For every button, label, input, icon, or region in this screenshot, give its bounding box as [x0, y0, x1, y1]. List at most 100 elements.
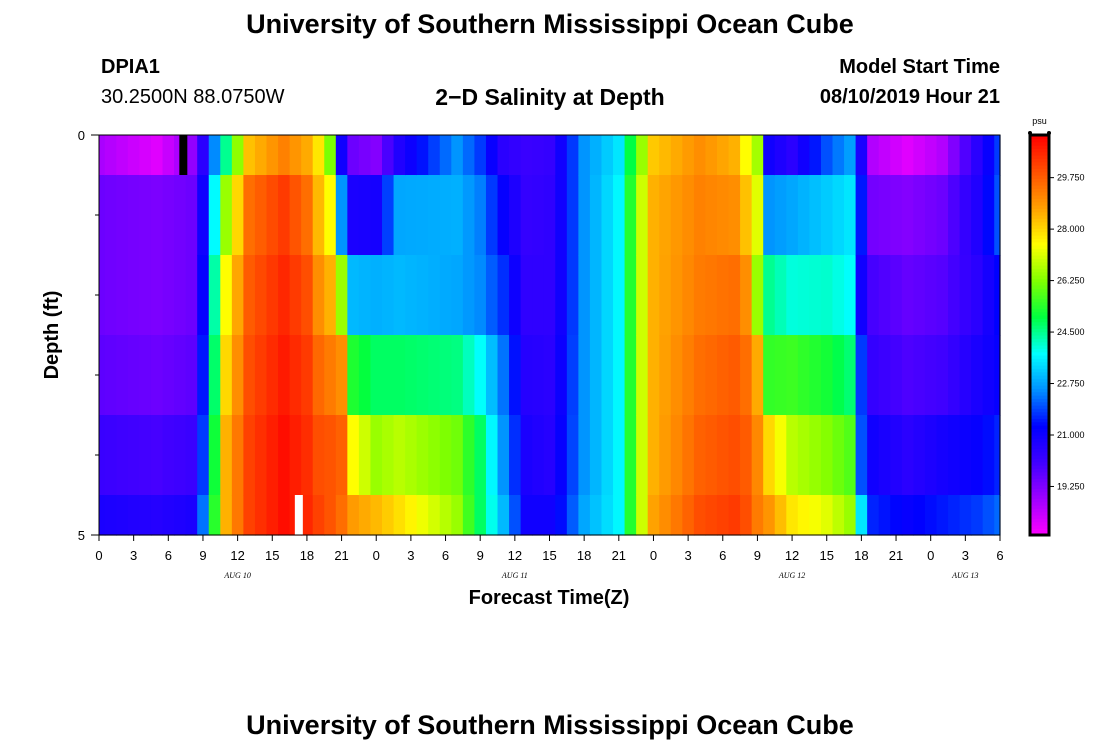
x-date-label: AUG 12: [778, 571, 805, 580]
heatmap-cell: [99, 175, 106, 256]
heatmap-cell: [520, 495, 533, 536]
heatmap-cell: [578, 255, 591, 336]
heatmap-cell: [416, 255, 429, 336]
heatmap-cell: [278, 495, 291, 536]
heatmap-cell: [786, 255, 799, 336]
x-tick-label: 0: [373, 548, 380, 563]
heatmap-cell: [162, 135, 175, 176]
colorbar-tick-label: 28.000: [1057, 224, 1085, 234]
heatmap-cell: [589, 495, 603, 536]
heatmap-cell: [243, 175, 256, 256]
x-date-label: AUG 11: [501, 571, 528, 580]
heatmap-cell: [543, 415, 556, 496]
colorbar-segment: [1030, 438, 1049, 443]
heatmap-cell: [301, 135, 314, 176]
colorbar-segment: [1030, 515, 1049, 519]
heatmap-cell: [370, 415, 383, 496]
colorbar-tick-label: 26.250: [1057, 276, 1085, 286]
heatmap-cell: [208, 495, 221, 536]
heatmap-cell: [959, 135, 972, 176]
heatmap-cell: [358, 175, 372, 256]
heatmap-cell: [150, 495, 164, 536]
heatmap-cell: [589, 255, 603, 336]
colorbar-segment: [1030, 175, 1049, 179]
y-axis: 05: [78, 128, 99, 543]
x-axis-title: Forecast Time(Z): [469, 587, 630, 609]
heatmap-cell: [174, 495, 187, 536]
heatmap-cell: [520, 135, 533, 176]
heatmap-cell: [393, 135, 406, 176]
heatmap-cell: [393, 255, 406, 336]
heatmap-cell: [566, 335, 579, 416]
page-title: University of Southern Mississippi Ocean…: [246, 9, 854, 39]
heatmap-cell: [289, 175, 302, 256]
colorbar-segment: [1030, 501, 1049, 506]
heatmap-cell: [832, 255, 845, 336]
heatmap-cell: [924, 175, 938, 256]
heatmap-cell: [647, 415, 660, 496]
heatmap-cell: [185, 135, 198, 176]
heatmap-cell: [566, 415, 579, 496]
heatmap-cell: [324, 335, 337, 416]
heatmap-cell: [601, 175, 614, 256]
heatmap-cell: [867, 335, 880, 416]
heatmap-cell: [809, 135, 822, 176]
colorbar-segment: [1030, 495, 1049, 499]
heatmap-cell: [705, 175, 718, 256]
x-tick-label: 15: [542, 548, 556, 563]
colorbar-segment: [1030, 355, 1049, 359]
heatmap-cell: [820, 335, 834, 416]
heatmap-cell: [728, 255, 741, 336]
heatmap-cell: [867, 415, 880, 496]
colorbar-segment: [1030, 415, 1049, 419]
heatmap-cell: [890, 495, 903, 536]
heatmap-cell: [878, 135, 891, 176]
colorbar-segment: [1030, 441, 1049, 446]
heatmap-cell: [243, 415, 256, 496]
heatmap-cell: [278, 255, 291, 336]
heatmap-cell: [254, 255, 268, 336]
y-tick-label: 5: [78, 528, 85, 543]
colorbar-segment: [1030, 448, 1049, 453]
heatmap-cell: [347, 255, 360, 336]
heatmap-cell: [728, 135, 741, 176]
colorbar-segment: [1030, 285, 1049, 289]
heatmap-cell: [485, 415, 499, 496]
colorbar-segment: [1030, 378, 1049, 383]
x-tick-label: 12: [230, 548, 244, 563]
heatmap-cell: [682, 175, 695, 256]
heatmap-cell: [705, 495, 718, 536]
heatmap-cell: [301, 175, 314, 256]
heatmap-cell: [370, 335, 383, 416]
heatmap-cell: [382, 415, 395, 496]
heatmap-cell: [740, 415, 753, 496]
heatmap-cell: [878, 175, 891, 256]
heatmap-cell: [913, 335, 926, 416]
heatmap-cell: [509, 335, 522, 416]
heatmap-cell: [786, 175, 799, 256]
salinity-chart: 0 3 6 9 12 15 18 21 0 3 6 9 12 15 18 21 0 3 6 9 12 15 18 21 0 3 6 A…: [41, 116, 1085, 609]
heatmap-cell: [312, 135, 325, 176]
heatmap-cell: [566, 135, 579, 176]
heatmap-cell: [370, 175, 383, 256]
x-tick-label: 18: [300, 548, 314, 563]
colorbar-segment: [1030, 361, 1049, 366]
heatmap-cell: [220, 135, 233, 176]
heatmap-cell: [116, 335, 129, 416]
heatmap-cell: [647, 135, 660, 176]
heatmap-cell: [358, 255, 372, 336]
heatmap-cell: [462, 175, 476, 256]
heatmap-cell: [774, 335, 787, 416]
heatmap-cell: [982, 175, 995, 256]
heatmap-cell: [959, 495, 972, 536]
heatmap-cell: [971, 335, 984, 416]
heatmap-cell: [555, 175, 568, 256]
heatmap-cell: [439, 495, 452, 536]
heatmap-cell: [797, 495, 810, 536]
heatmap-cell: [555, 135, 568, 176]
heatmap-cell: [405, 135, 418, 176]
x-tick-label: 21: [612, 548, 626, 563]
heatmap-cell: [104, 175, 117, 256]
heatmap-cell: [878, 495, 891, 536]
heatmap-cell: [659, 415, 672, 496]
